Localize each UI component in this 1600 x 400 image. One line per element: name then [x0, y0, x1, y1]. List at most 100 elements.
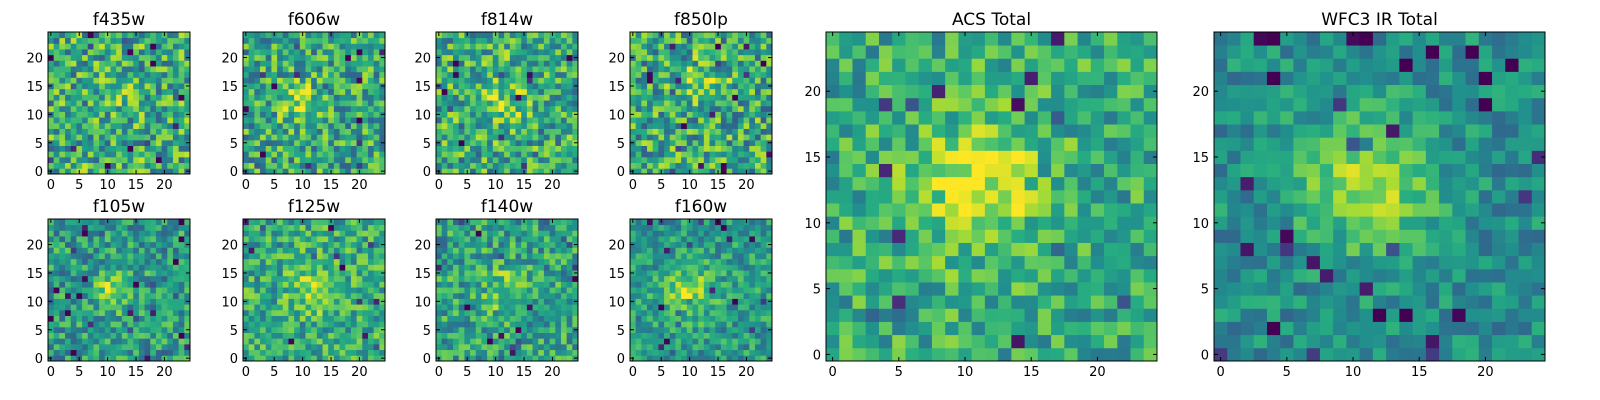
heatmap-cell — [328, 54, 335, 61]
y-tick-label: 5 — [423, 137, 431, 152]
heatmap-cell — [116, 258, 123, 265]
heatmap-cell — [316, 49, 323, 56]
y-tick-label: 20 — [26, 239, 43, 254]
heatmap-cell — [248, 105, 255, 112]
heatmap-cell — [76, 83, 83, 90]
heatmap-cell — [121, 270, 128, 277]
heatmap-cell — [555, 355, 562, 362]
heatmap-cell — [664, 71, 671, 78]
heatmap-cell — [172, 162, 180, 169]
heatmap-cell — [104, 332, 111, 339]
heatmap-cell — [669, 60, 676, 67]
heatmap-cell — [760, 168, 767, 175]
heatmap-cell — [299, 332, 306, 339]
heatmap-cell — [127, 281, 134, 288]
heatmap-cell — [675, 151, 682, 158]
heatmap-cell — [116, 304, 123, 311]
heatmap-cell — [560, 275, 568, 282]
heatmap-cell — [288, 128, 295, 135]
heatmap-cell — [339, 168, 346, 175]
heatmap-cell — [339, 66, 346, 73]
heatmap-cell — [333, 275, 340, 282]
heatmap-cell — [316, 54, 323, 61]
heatmap-cell — [350, 224, 357, 231]
heatmap-cell — [243, 105, 250, 112]
heatmap-cell — [161, 309, 168, 316]
heatmap-cell — [260, 54, 267, 61]
heatmap-cell — [726, 332, 733, 339]
heatmap-cell — [760, 54, 767, 61]
heatmap-cell — [515, 236, 522, 243]
heatmap-cell — [647, 111, 654, 118]
heatmap-cell — [481, 162, 488, 169]
heatmap-cell — [311, 71, 318, 78]
heatmap-cell — [526, 332, 533, 339]
heatmap-cell — [543, 128, 550, 135]
heatmap-cell — [549, 309, 556, 316]
heatmap-cell — [339, 32, 346, 39]
heatmap-cell — [509, 32, 516, 39]
heatmap-cell — [709, 275, 716, 282]
heatmap-cell — [441, 355, 448, 362]
heatmap-cell — [635, 281, 642, 288]
heatmap-cell — [566, 43, 573, 50]
heatmap-cell — [99, 151, 106, 158]
heatmap-cell — [526, 83, 533, 90]
heatmap-cell — [65, 105, 72, 112]
heatmap-cell — [93, 66, 100, 73]
heatmap-cell — [715, 343, 722, 351]
heatmap-cell — [521, 128, 528, 135]
heatmap-cell — [458, 275, 465, 282]
heatmap-cell — [82, 117, 89, 124]
heatmap-cell — [515, 264, 522, 271]
heatmap-cell — [254, 117, 261, 124]
heatmap-cell — [116, 122, 123, 129]
heatmap-cell — [277, 111, 284, 118]
heatmap-cell — [492, 253, 499, 260]
heatmap-cell — [698, 60, 705, 67]
heatmap-cell — [70, 258, 77, 265]
heatmap-cell — [254, 77, 261, 84]
heatmap-cell — [356, 71, 363, 78]
heatmap-cell — [362, 139, 369, 146]
heatmap-cell — [732, 168, 739, 175]
heatmap-cell — [356, 253, 363, 260]
heatmap-cell — [59, 338, 66, 345]
heatmap-cell — [555, 270, 562, 277]
heatmap-cell — [178, 224, 185, 231]
heatmap-cell — [184, 77, 191, 84]
heatmap-cell — [526, 37, 533, 44]
heatmap-cell — [110, 270, 117, 277]
heatmap-cell — [509, 37, 516, 44]
heatmap-cell — [48, 338, 55, 345]
heatmap-cell — [675, 287, 682, 294]
heatmap-cell — [116, 54, 123, 61]
heatmap-cell — [481, 77, 488, 84]
heatmap-cell — [658, 151, 665, 158]
heatmap-cell — [53, 32, 60, 39]
heatmap-cell — [265, 258, 272, 265]
x-tick-label: 5 — [75, 178, 83, 193]
heatmap-cell — [59, 139, 66, 146]
heatmap-cell — [566, 151, 573, 158]
heatmap-cell — [184, 287, 191, 294]
heatmap-cell — [492, 332, 499, 339]
heatmap-cell — [453, 332, 460, 339]
heatmap-cell — [178, 139, 185, 146]
heatmap-cell — [572, 321, 579, 328]
heatmap-cell — [447, 128, 454, 135]
heatmap-cell — [732, 100, 739, 107]
heatmap-cell — [436, 349, 443, 356]
heatmap-cell — [248, 287, 255, 294]
heatmap-cell — [669, 298, 676, 305]
heatmap-cell — [345, 60, 352, 67]
heatmap-cell — [692, 139, 699, 146]
heatmap-cell — [299, 162, 306, 169]
heatmap-cell — [260, 230, 267, 237]
heatmap-cell — [350, 111, 357, 118]
heatmap-cell — [532, 134, 539, 141]
heatmap-cell — [104, 162, 111, 169]
heatmap-cell — [99, 83, 106, 90]
heatmap-cell — [566, 60, 573, 67]
heatmap-cell — [133, 321, 140, 328]
